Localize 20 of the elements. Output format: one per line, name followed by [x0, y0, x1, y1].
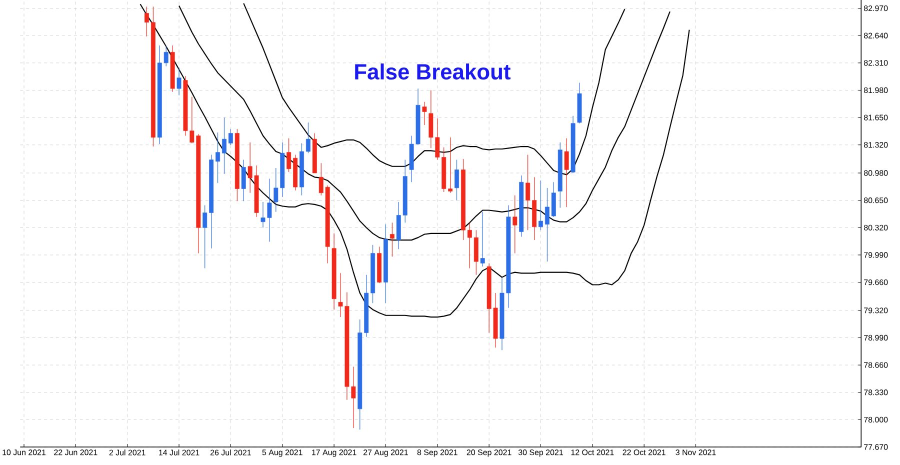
candlestick [228, 128, 233, 146]
candlestick [286, 138, 292, 172]
text: False Breakout [355, 63, 510, 80]
candlestick [390, 222, 394, 257]
candlestick [512, 195, 518, 254]
candlestick [526, 154, 530, 230]
candlestick [306, 122, 310, 154]
candlestick [564, 138, 569, 208]
candlestick [544, 188, 550, 262]
candlestick [222, 117, 226, 174]
candlestick [551, 182, 556, 218]
candlestick [467, 222, 472, 268]
candlestick [422, 102, 427, 126]
candlestick [480, 212, 485, 267]
candlestick [176, 68, 182, 96]
candlestick [454, 159, 459, 201]
candlestick [538, 180, 543, 230]
candlestick [144, 6, 149, 37]
candlestick [241, 159, 246, 202]
candlestick [216, 132, 220, 184]
